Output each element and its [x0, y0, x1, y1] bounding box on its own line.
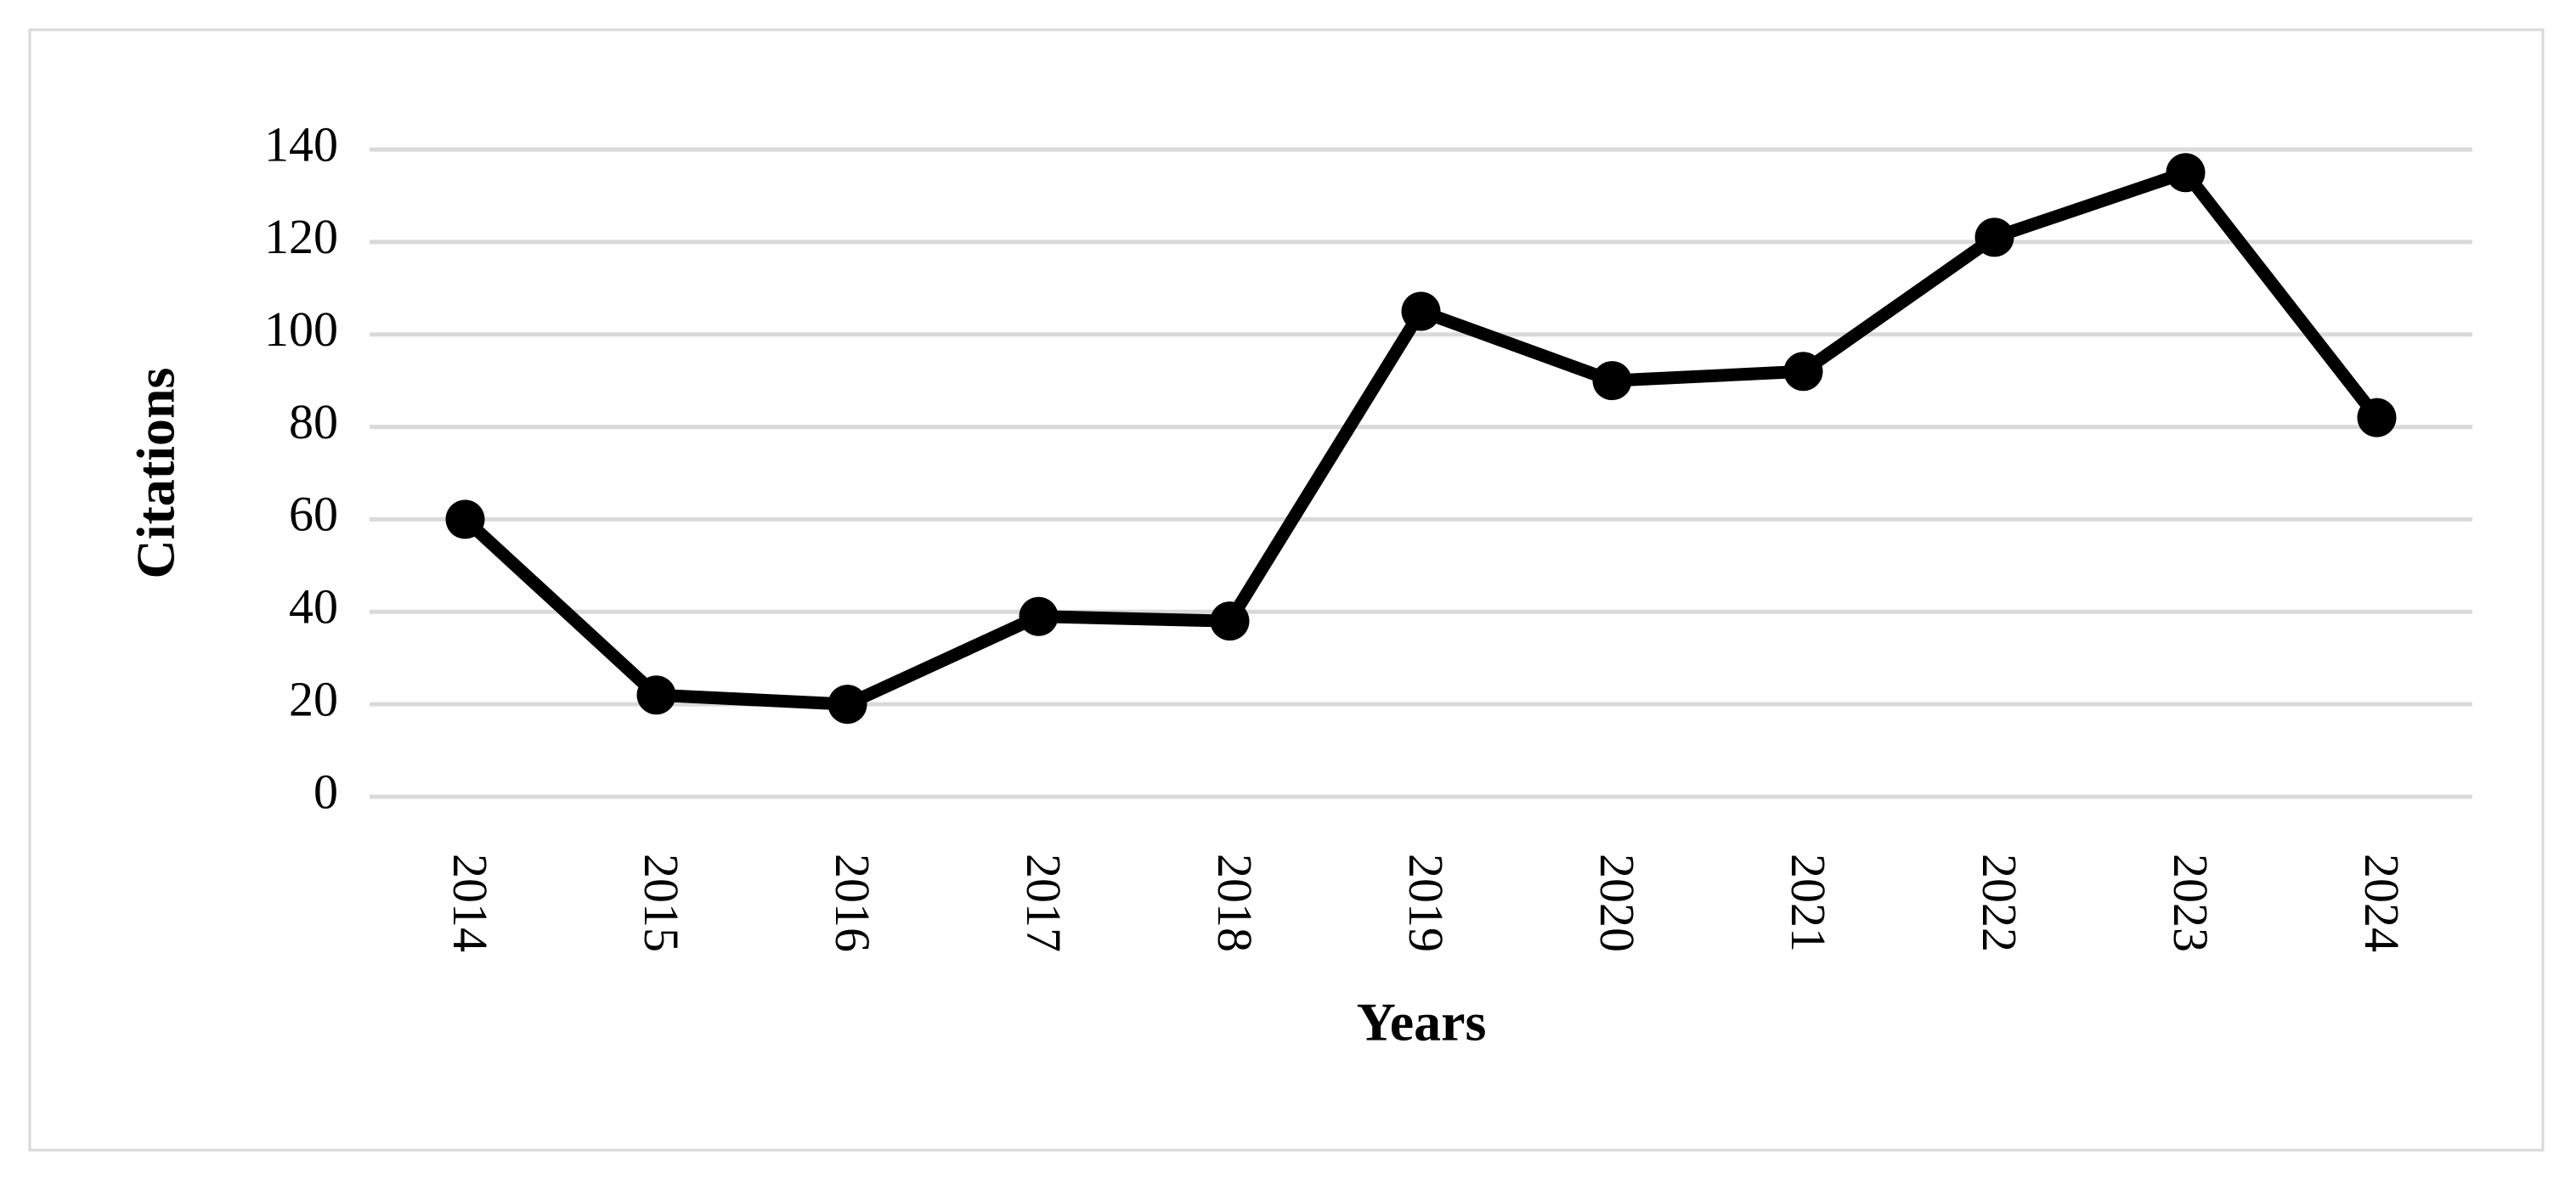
data-point	[828, 685, 867, 725]
x-tick-label: 2016	[825, 854, 880, 952]
x-tick-label: 2018	[1207, 854, 1263, 952]
data-point	[1974, 217, 2014, 257]
x-tick-label: 2014	[443, 854, 498, 952]
data-point	[2357, 398, 2397, 437]
x-tick-label: 2023	[2163, 854, 2218, 952]
y-tick-label: 20	[289, 671, 338, 726]
x-axis-title: Years	[1357, 992, 1487, 1052]
data-point	[1592, 361, 1632, 401]
data-point	[1210, 601, 1250, 641]
y-tick-label: 100	[264, 302, 338, 357]
data-point	[1019, 596, 1059, 636]
y-axis-title: Citations	[126, 368, 186, 579]
x-tick-label: 2015	[634, 854, 689, 952]
data-point	[2166, 153, 2206, 193]
chart-border	[28, 28, 2545, 1152]
y-tick-label: 60	[289, 487, 338, 542]
x-tick-label: 2017	[1016, 854, 1071, 952]
data-point	[445, 499, 485, 539]
x-tick-label: 2024	[2354, 854, 2409, 952]
x-tick-label: 2021	[1781, 854, 1836, 952]
data-point	[636, 675, 676, 715]
x-tick-label: 2020	[1590, 854, 1645, 952]
data-point	[1783, 352, 1823, 392]
y-tick-label: 140	[264, 116, 338, 172]
y-tick-label: 80	[289, 394, 338, 449]
y-tick-label: 0	[314, 764, 338, 819]
x-tick-label: 2022	[1972, 854, 2027, 952]
y-tick-label: 40	[289, 579, 338, 635]
x-tick-label: 2019	[1398, 854, 1454, 952]
y-tick-label: 120	[264, 209, 338, 264]
data-point	[1401, 291, 1441, 331]
